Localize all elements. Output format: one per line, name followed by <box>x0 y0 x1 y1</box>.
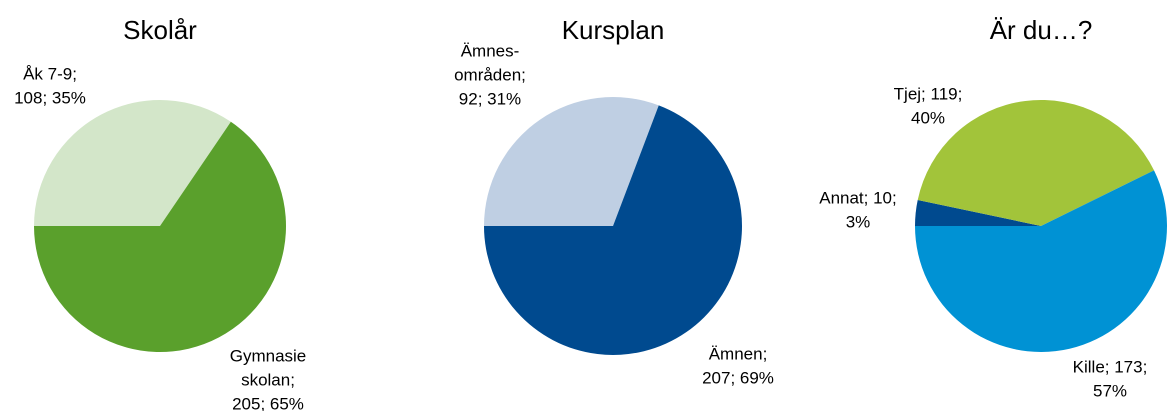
slice-label: 57% <box>1093 381 1127 400</box>
pie-chart: Kursplan Ämnes-områden; 92; 31% Ämnen; 207; … <box>454 15 774 388</box>
slice-label: Ämnes- <box>461 41 520 60</box>
slice-label: 92; 31% <box>459 89 521 108</box>
slice-label: 207; 69% <box>702 368 774 387</box>
slice-label: Kille; 173; <box>1073 357 1148 376</box>
pie-chart: Skolår Åk 7-9; 108; 35% Gymnasie skolan; 205;… <box>14 15 306 411</box>
slice-label: Åk 7-9; <box>23 64 77 83</box>
slice-label: skolan; <box>241 370 295 389</box>
slice-label: 108; 35% <box>14 88 86 107</box>
slice-label: 40% <box>911 108 945 127</box>
slice-label: Gymnasie <box>230 346 307 365</box>
slice-label: 205; 65% <box>232 394 304 411</box>
pie-slice <box>34 121 286 353</box>
chart-title: Skolår <box>123 15 197 45</box>
pie-chart: Är du…? Annat; 10; 3% Tjej; 119; 40% Kille; 1… <box>819 15 1168 400</box>
slice-label: Ämnen; <box>709 344 768 363</box>
slice-label: 3% <box>846 212 871 231</box>
pie-slice <box>34 100 231 226</box>
pie-slice <box>915 170 1168 352</box>
chart-title: Är du…? <box>990 15 1093 45</box>
pie-slice <box>484 105 742 355</box>
pie-slice <box>484 96 659 226</box>
slice-label: områden; <box>454 65 526 84</box>
pie-slice <box>915 199 1041 226</box>
chart-title: Kursplan <box>562 15 665 45</box>
pie-slice <box>917 99 1155 226</box>
slice-label: Tjej; 119; <box>894 84 963 103</box>
slice-label: Annat; 10; <box>819 188 897 207</box>
